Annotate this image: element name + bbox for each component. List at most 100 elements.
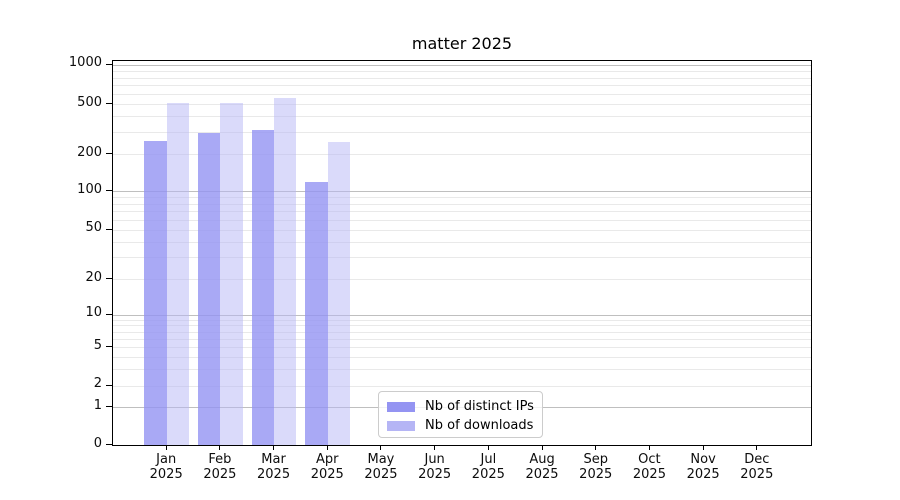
x-tick-label-month: Jul bbox=[480, 452, 497, 467]
y-tick-label: 0 bbox=[93, 435, 102, 451]
gridline bbox=[113, 104, 811, 106]
gridline bbox=[113, 191, 811, 193]
bar-feb-downloads bbox=[220, 103, 243, 445]
y-tick-label: 50 bbox=[85, 220, 102, 236]
gridline-minor bbox=[113, 331, 811, 333]
x-tick-label-year: 2025 bbox=[525, 467, 559, 482]
gridline-minor bbox=[113, 116, 811, 118]
bar-jan-downloads bbox=[166, 103, 190, 445]
bar-apr-downloads bbox=[327, 142, 351, 445]
bar-feb-distinct-ips bbox=[197, 132, 221, 445]
y-tick-mark bbox=[106, 346, 113, 348]
gridline-minor bbox=[113, 203, 811, 205]
x-tick-label-month: Jan bbox=[156, 452, 177, 467]
legend-label-downloads: Nb of downloads bbox=[425, 418, 534, 433]
x-tick-label-month: Aug bbox=[529, 452, 555, 467]
x-tick-label-month: Feb bbox=[208, 452, 232, 467]
y-tick-mark bbox=[106, 278, 113, 280]
gridline-minor bbox=[113, 77, 811, 79]
legend-item-downloads: Nb of downloads bbox=[379, 416, 542, 435]
x-tick-label: Jul 2025 bbox=[456, 452, 520, 482]
gridline bbox=[113, 279, 811, 281]
x-tick-mark bbox=[487, 446, 489, 450]
gridline-minor bbox=[113, 325, 811, 327]
x-tick-label-month: Mar bbox=[261, 452, 286, 467]
x-tick-label-year: 2025 bbox=[257, 467, 291, 482]
x-tick-label: Feb 2025 bbox=[188, 452, 252, 482]
gridline-minor bbox=[113, 93, 811, 95]
y-tick-label: 2 bbox=[93, 376, 102, 392]
gridline bbox=[113, 347, 811, 349]
x-tick-mark bbox=[595, 446, 597, 450]
x-tick-mark bbox=[648, 446, 650, 450]
gridline-minor bbox=[113, 338, 811, 340]
y-tick-label: 1 bbox=[93, 397, 102, 413]
x-tick-mark bbox=[219, 446, 221, 450]
gridline bbox=[113, 229, 811, 231]
x-tick-label-month: Apr bbox=[316, 452, 339, 467]
bar-mar-downloads bbox=[274, 97, 297, 445]
legend-label-distinct-ips: Nb of distinct IPs bbox=[425, 399, 534, 414]
x-tick-mark bbox=[434, 446, 436, 450]
gridline-minor bbox=[113, 241, 811, 243]
x-tick-label: Mar 2025 bbox=[242, 452, 306, 482]
y-tick-mark bbox=[106, 313, 113, 315]
legend-item-distinct-ips: Nb of distinct IPs bbox=[379, 397, 542, 416]
y-tick-label: 1000 bbox=[68, 55, 102, 71]
gridline bbox=[113, 385, 811, 387]
y-tick-label: 5 bbox=[93, 337, 102, 353]
gridline-minor bbox=[113, 219, 811, 221]
y-tick-mark bbox=[106, 406, 113, 408]
x-tick-label-year: 2025 bbox=[471, 467, 505, 482]
x-tick-label-month: Oct bbox=[638, 452, 661, 467]
y-tick-mark bbox=[106, 103, 113, 105]
x-tick-label-year: 2025 bbox=[740, 467, 774, 482]
y-tick-mark bbox=[106, 190, 113, 192]
x-tick-label-year: 2025 bbox=[310, 467, 344, 482]
x-tick-label: Apr 2025 bbox=[295, 452, 359, 482]
y-tick-label: 200 bbox=[77, 144, 102, 160]
gridline-minor bbox=[113, 197, 811, 199]
x-tick-label: Oct 2025 bbox=[617, 452, 681, 482]
x-tick-label-year: 2025 bbox=[686, 467, 720, 482]
x-tick-mark bbox=[273, 446, 275, 450]
gridline-minor bbox=[113, 257, 811, 259]
x-tick-label-year: 2025 bbox=[579, 467, 613, 482]
x-tick-label: Sep 2025 bbox=[564, 452, 628, 482]
x-tick-label: Jan 2025 bbox=[134, 452, 198, 482]
y-tick-mark bbox=[106, 228, 113, 230]
x-tick-label-month: Sep bbox=[583, 452, 608, 467]
x-tick-label-year: 2025 bbox=[632, 467, 666, 482]
x-tick-label: Jun 2025 bbox=[403, 452, 467, 482]
y-tick-label: 100 bbox=[77, 181, 102, 197]
y-tick-mark bbox=[106, 384, 113, 386]
x-tick-label-month: Dec bbox=[744, 452, 770, 467]
bar-apr-distinct-ips bbox=[305, 182, 328, 445]
x-tick-mark bbox=[380, 446, 382, 450]
y-tick-label: 20 bbox=[85, 269, 102, 285]
legend-swatch-downloads bbox=[387, 420, 415, 431]
x-tick-label: May 2025 bbox=[349, 452, 413, 482]
x-tick-label-month: Nov bbox=[690, 452, 716, 467]
gridline-minor bbox=[113, 368, 811, 370]
y-tick-mark bbox=[106, 444, 113, 445]
y-tick-label: 500 bbox=[77, 94, 102, 110]
x-tick-label-year: 2025 bbox=[203, 467, 237, 482]
y-tick-mark bbox=[106, 63, 113, 65]
bar-jan-distinct-ips bbox=[144, 140, 167, 445]
x-tick-label-month: May bbox=[367, 452, 395, 467]
x-tick-label: Nov 2025 bbox=[671, 452, 735, 482]
legend: Nb of distinct IPs Nb of downloads bbox=[378, 391, 543, 438]
x-tick-label-year: 2025 bbox=[364, 467, 398, 482]
gridline bbox=[113, 314, 811, 316]
gridline-minor bbox=[113, 131, 811, 133]
x-tick-label: Aug 2025 bbox=[510, 452, 574, 482]
gridline-minor bbox=[113, 211, 811, 212]
x-tick-mark bbox=[702, 446, 704, 450]
y-tick-label: 10 bbox=[85, 305, 102, 321]
plot-area bbox=[112, 60, 812, 446]
x-tick-mark bbox=[756, 446, 758, 450]
gridline-minor bbox=[113, 319, 811, 321]
y-tick-mark bbox=[106, 153, 113, 155]
x-tick-label-month: Jun bbox=[424, 452, 445, 467]
